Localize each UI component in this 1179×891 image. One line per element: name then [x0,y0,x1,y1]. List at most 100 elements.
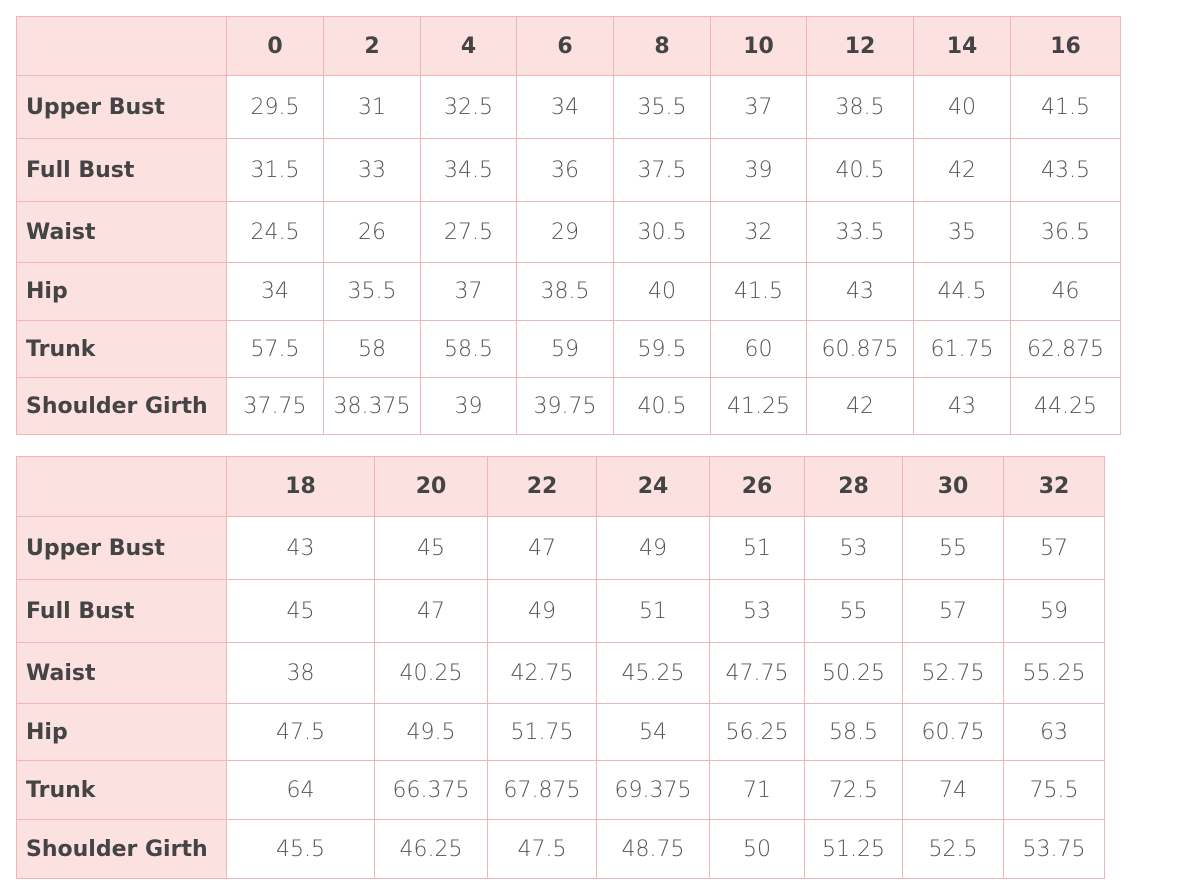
measurement: 50 [709,819,805,879]
row-label: Hip [16,703,227,761]
measurement: 74 [902,760,1004,820]
size-header: 18 [226,456,375,517]
measurement: 59 [516,320,614,378]
measurement: 38.375 [323,377,421,435]
measurement: 55.25 [1003,642,1105,704]
measurement: 53 [709,579,805,643]
measurement: 59 [1003,579,1105,643]
measurement: 50.25 [804,642,903,704]
measurement: 47 [487,516,597,580]
measurement: 56.25 [709,703,805,761]
measurement: 53.75 [1003,819,1105,879]
measurement: 46 [1010,262,1121,321]
measurement: 52.75 [902,642,1004,704]
measurement: 57 [902,579,1004,643]
measurement: 31.5 [226,138,324,202]
measurement: 64 [226,760,375,820]
size-header: 24 [596,456,710,517]
row-label: Trunk [16,760,227,820]
corner-cell [16,456,227,517]
measurement: 36 [516,138,614,202]
row-label: Waist [16,201,227,263]
measurement: 57 [1003,516,1105,580]
measurement: 52.5 [902,819,1004,879]
corner-cell [16,16,227,76]
measurement: 49 [487,579,597,643]
measurement: 53 [804,516,903,580]
measurement: 47.75 [709,642,805,704]
measurement: 51 [596,579,710,643]
row-label: Full Bust [16,138,227,202]
measurement: 30.5 [613,201,711,263]
measurement: 31 [323,75,421,139]
measurement: 45 [374,516,488,580]
measurement: 39.75 [516,377,614,435]
measurement: 43 [226,516,375,580]
measurement: 41.5 [1010,75,1121,139]
measurement: 45 [226,579,375,643]
measurement: 60.875 [806,320,914,378]
measurement: 38.5 [806,75,914,139]
measurement: 44.25 [1010,377,1121,435]
measurement: 57.5 [226,320,324,378]
measurement: 35 [913,201,1011,263]
measurement: 45.25 [596,642,710,704]
measurement: 66.375 [374,760,488,820]
row-label: Trunk [16,320,227,378]
size-header: 20 [374,456,488,517]
row-label: Upper Bust [16,516,227,580]
measurement: 34 [516,75,614,139]
size-header: 8 [613,16,711,76]
measurement: 67.875 [487,760,597,820]
measurement: 43.5 [1010,138,1121,202]
measurement: 34.5 [420,138,517,202]
measurement: 55 [902,516,1004,580]
measurement: 69.375 [596,760,710,820]
measurement: 29 [516,201,614,263]
measurement: 34 [226,262,324,321]
measurement: 35.5 [323,262,421,321]
measurement: 37.75 [226,377,324,435]
row-label: Waist [16,642,227,704]
measurement: 49.5 [374,703,488,761]
size-header: 22 [487,456,597,517]
measurement: 71 [709,760,805,820]
measurement: 41.25 [710,377,807,435]
measurement: 37 [420,262,517,321]
measurement: 72.5 [804,760,903,820]
measurement: 40.5 [806,138,914,202]
measurement: 35.5 [613,75,711,139]
measurement: 58.5 [420,320,517,378]
measurement: 46.25 [374,819,488,879]
row-label: Full Bust [16,579,227,643]
measurement: 32 [710,201,807,263]
measurement: 63 [1003,703,1105,761]
size-header: 10 [710,16,807,76]
size-header: 16 [1010,16,1121,76]
measurement: 44.5 [913,262,1011,321]
measurement: 37 [710,75,807,139]
measurement: 58 [323,320,421,378]
size-header: 6 [516,16,614,76]
size-header: 4 [420,16,517,76]
measurement: 32.5 [420,75,517,139]
measurement: 33 [323,138,421,202]
measurement: 40 [613,262,711,321]
measurement: 41.5 [710,262,807,321]
measurement: 33.5 [806,201,914,263]
size-header: 32 [1003,456,1105,517]
measurement: 40 [913,75,1011,139]
measurement: 60 [710,320,807,378]
row-label: Hip [16,262,227,321]
measurement: 26 [323,201,421,263]
size-header: 30 [902,456,1004,517]
measurement: 38.5 [516,262,614,321]
measurement: 27.5 [420,201,517,263]
size-header: 28 [804,456,903,517]
measurement: 43 [913,377,1011,435]
measurement: 45.5 [226,819,375,879]
measurement: 62.875 [1010,320,1121,378]
measurement: 51.25 [804,819,903,879]
measurement: 24.5 [226,201,324,263]
